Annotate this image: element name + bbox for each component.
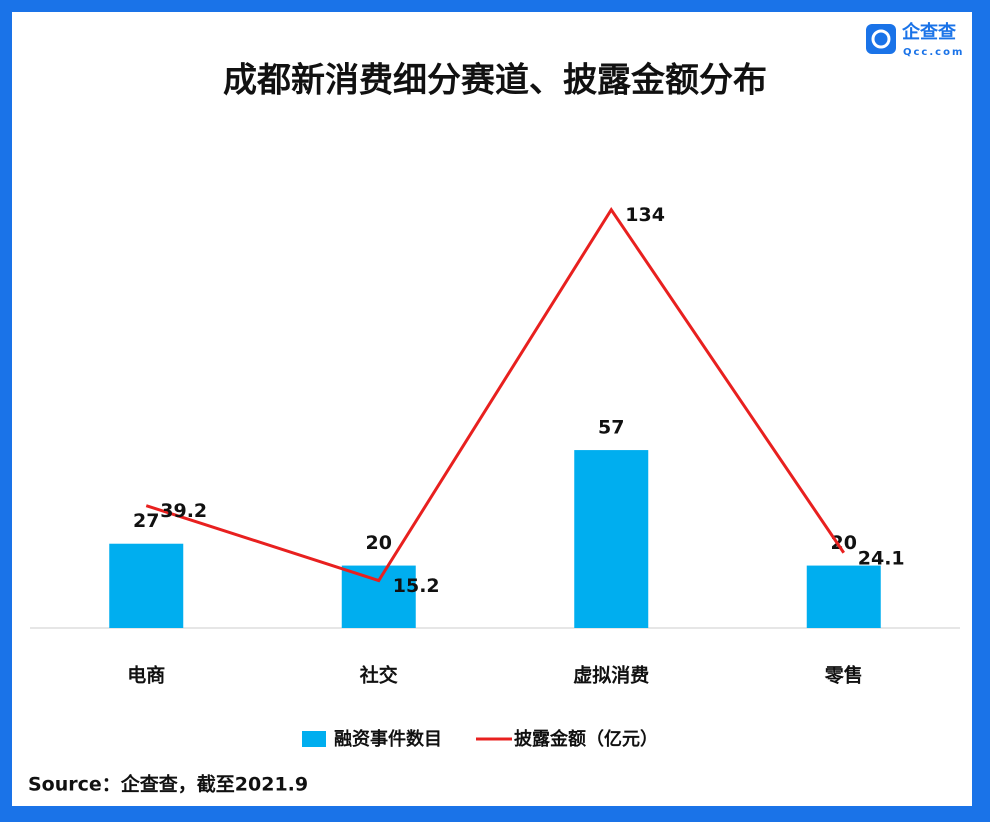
x-tick-label: 虚拟消费 — [573, 664, 649, 687]
line — [145, 206, 845, 583]
bar-value-label: 27 — [133, 510, 159, 532]
legend-label: 融资事件数目 — [334, 728, 442, 750]
bar-value-label: 20 — [366, 532, 392, 554]
x-tick-label: 电商 — [127, 664, 165, 687]
logo-mark — [871, 29, 891, 49]
line-value-label: 39.2 — [160, 500, 207, 522]
x-tick-label: 社交 — [359, 664, 398, 687]
line-value-label: 15.2 — [393, 575, 440, 597]
legend-swatch — [302, 731, 326, 747]
line-value-label: 134 — [625, 204, 665, 226]
bar — [806, 565, 881, 628]
background — [12, 12, 972, 806]
bar-value-label: 20 — [831, 532, 857, 554]
logo-icon — [866, 24, 896, 54]
bar — [574, 450, 649, 628]
bar — [109, 543, 184, 628]
logo-site: Qcc.com — [903, 47, 964, 58]
logo: 企查查 Qcc.com — [866, 21, 964, 58]
x-tick-label: 零售 — [824, 664, 863, 687]
bar — [341, 565, 416, 628]
line-value-label: 24.1 — [858, 547, 905, 569]
source-note: Source：企查查，截至2021.9 — [28, 773, 308, 796]
bar-value-label: 57 — [598, 417, 624, 439]
legend-label: 披露金额（亿元） — [514, 728, 658, 750]
chart-title: 成都新消费细分赛道、披露金额分布 — [223, 61, 767, 101]
logo-name: 企查查 — [901, 21, 956, 43]
